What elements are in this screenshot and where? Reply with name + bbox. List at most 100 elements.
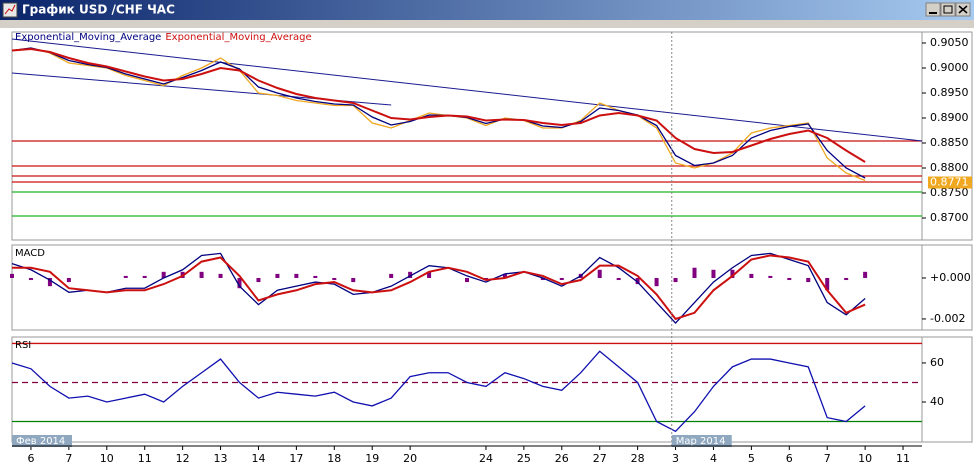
histogram-bar [711, 269, 716, 278]
histogram-bar [28, 277, 33, 281]
series-line [11, 47, 866, 163]
histogram-bar [692, 267, 697, 278]
x-tick-label: 3 [672, 452, 679, 465]
panel [11, 336, 923, 443]
x-tick-label: 6 [27, 452, 34, 465]
histogram-bar [199, 271, 204, 278]
histogram-bar [408, 271, 413, 278]
y-tick-label: 60 [930, 356, 944, 369]
period-label-box [671, 435, 732, 447]
x-tick-label: 25 [517, 452, 531, 465]
period-label-box [12, 435, 72, 447]
x-tick-label: 11 [896, 452, 910, 465]
histogram-bar [730, 269, 735, 278]
histogram-bar [502, 273, 507, 278]
x-tick-label: 11 [138, 452, 152, 465]
series-line [11, 252, 866, 324]
y-tick-label: 0.8900 [930, 111, 969, 124]
legend-entry: Exponential_Moving_Average [15, 32, 161, 43]
histogram-bar [10, 273, 14, 278]
histogram-bar [749, 273, 754, 278]
histogram-bar [635, 277, 640, 285]
maximize-button[interactable] [940, 2, 956, 17]
histogram-bar [351, 277, 356, 283]
histogram-bar [863, 271, 868, 278]
x-tick-label: 10 [858, 452, 872, 465]
histogram-bar [844, 277, 849, 281]
price-axis [921, 244, 973, 331]
x-tick-label: 10 [100, 452, 114, 465]
x-tick-label: 14 [251, 452, 265, 465]
y-tick-label: 0.8700 [930, 211, 969, 224]
histogram-bar [768, 275, 773, 278]
panel [11, 31, 923, 241]
toolbar-strip [0, 20, 974, 28]
title-bar [0, 0, 974, 20]
panel-title: RSI [15, 340, 31, 351]
x-tick-label: 5 [748, 452, 755, 465]
last-value-label: 0.8771 [930, 176, 969, 189]
price-axis [921, 336, 973, 443]
y-tick-label: 0.8750 [930, 186, 969, 199]
histogram-bar [294, 273, 299, 278]
y-tick-label: +0.000 [930, 271, 971, 284]
trend-line [11, 38, 923, 142]
series-line [11, 47, 866, 182]
y-tick-label: 40 [930, 395, 944, 408]
x-tick-label: 7 [65, 452, 72, 465]
x-tick-label: 12 [176, 452, 190, 465]
histogram-bar [673, 277, 678, 283]
histogram-bar [654, 277, 659, 287]
histogram-bar [389, 273, 394, 278]
histogram-bar [597, 269, 602, 278]
histogram-bar [787, 277, 792, 281]
window-title: График USD /CHF ЧАС [22, 3, 175, 17]
last-value-box [928, 176, 972, 189]
histogram-bar [66, 277, 71, 283]
window-icon-graph [4, 4, 16, 15]
legend-entry: Exponential_Moving_Average [165, 32, 311, 43]
x-tick-label: 27 [593, 452, 607, 465]
panel-title: MACD [15, 248, 45, 259]
y-tick-label: 0.8950 [930, 86, 969, 99]
histogram-bar [540, 277, 545, 281]
histogram-bar [332, 277, 337, 281]
histogram-bar [47, 277, 52, 287]
series-line [12, 254, 866, 321]
histogram-bar [123, 275, 128, 278]
histogram-bar [161, 271, 166, 278]
price-axis [921, 31, 973, 241]
period-label: Фев 2014 [16, 436, 65, 447]
histogram-bar [256, 277, 261, 283]
y-tick-label: 0.9050 [930, 36, 969, 49]
histogram-bar [559, 277, 564, 281]
x-tick-label: 24 [479, 452, 493, 465]
y-tick-label: 0.9000 [930, 61, 969, 74]
histogram-bar [465, 277, 469, 283]
x-tick-label: 26 [555, 452, 569, 465]
x-tick-label: 20 [403, 452, 417, 465]
x-tick-label: 19 [365, 452, 379, 465]
histogram-bar [275, 273, 280, 278]
series-line [11, 350, 866, 433]
maximize-glyph [943, 5, 953, 14]
histogram-bar [616, 277, 621, 281]
histogram-bar [806, 277, 811, 283]
close-glyph [958, 5, 968, 14]
x-tick-label: 17 [289, 452, 303, 465]
period-label: Мар 2014 [676, 436, 726, 447]
minimize-button[interactable] [925, 2, 941, 17]
histogram-bar [237, 277, 242, 289]
y-tick-label: 0.8850 [930, 136, 969, 149]
histogram-bar [825, 277, 830, 291]
x-tick-label: 13 [214, 452, 228, 465]
x-tick-label: 28 [631, 452, 645, 465]
y-tick-label: 0.8800 [930, 161, 969, 174]
histogram-bar [142, 275, 147, 278]
x-tick-label: 7 [824, 452, 831, 465]
histogram-bar [427, 271, 432, 278]
x-tick-label: 4 [710, 452, 717, 465]
x-tick-label: 6 [786, 452, 793, 465]
y-tick-label: -0.002 [930, 312, 965, 325]
